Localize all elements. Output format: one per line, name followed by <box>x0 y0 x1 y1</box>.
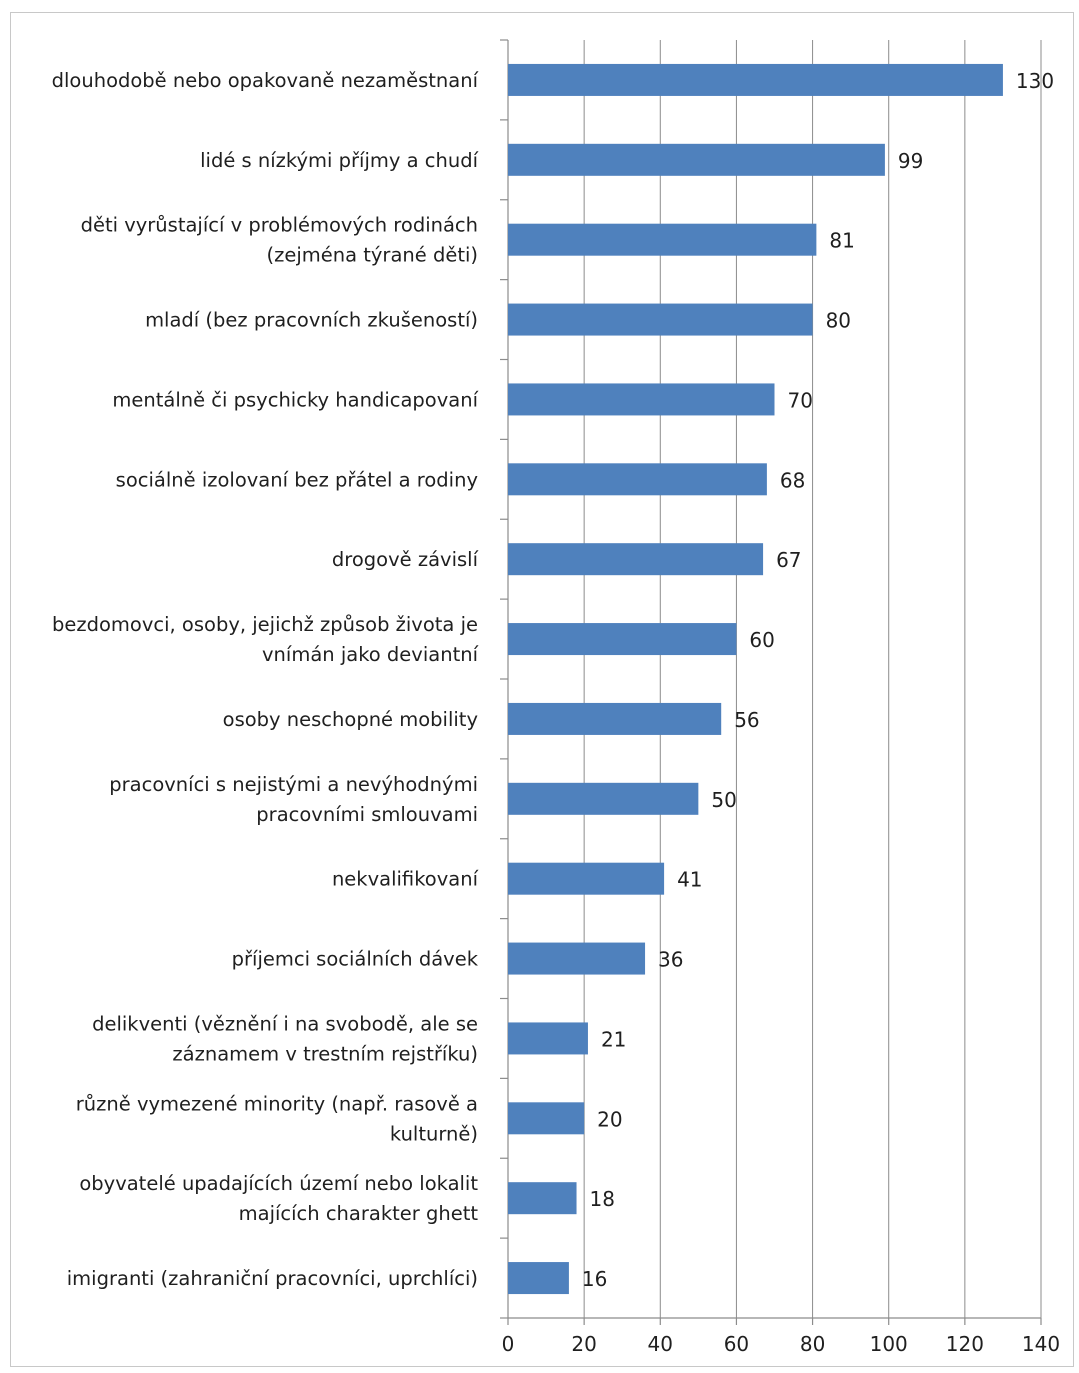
x-tick-label-7: 140 <box>1022 1332 1060 1356</box>
bar-0 <box>508 63 1003 96</box>
category-label-0: dlouhodobě nebo opakovaně nezaměstnaní <box>52 69 479 92</box>
value-label-9: 50 <box>711 788 736 812</box>
bar-7 <box>508 623 737 656</box>
value-label-0: 130 <box>1016 69 1054 93</box>
category-label-7-line-1: vnímán jako deviantní <box>262 643 479 666</box>
bar-8 <box>508 702 722 735</box>
category-label-15: imigranti (zahraniční pracovníci, uprchl… <box>67 1267 478 1290</box>
category-label-14-line-1: majících charakter ghett <box>239 1202 479 1225</box>
bar-11 <box>508 942 646 975</box>
bar-2 <box>508 223 817 256</box>
category-label-10: nekvalifikovaní <box>332 868 479 891</box>
category-label-13-line-0: různě vymezené minority (např. rasově a <box>76 1092 478 1115</box>
x-tick-label-0: 0 <box>502 1332 515 1356</box>
value-label-6: 67 <box>776 548 801 572</box>
category-label-8: osoby neschopné mobility <box>223 708 478 731</box>
value-label-1: 99 <box>898 149 923 173</box>
category-label-12-line-1: záznamem v trestním rejstříku) <box>172 1042 478 1065</box>
category-label-6: drogově závislí <box>332 548 479 571</box>
x-tick-label-3: 60 <box>724 1332 749 1356</box>
bar-14 <box>508 1182 577 1215</box>
bar-3 <box>508 303 813 336</box>
bar-6 <box>508 543 764 576</box>
category-label-11: příjemci sociálních dávek <box>232 948 479 971</box>
value-label-15: 16 <box>582 1267 607 1291</box>
bar-15 <box>508 1262 569 1295</box>
bar-5 <box>508 463 767 496</box>
value-label-11: 36 <box>658 948 683 972</box>
bar-10 <box>508 862 665 895</box>
category-label-9-line-1: pracovními smlouvami <box>256 803 478 826</box>
value-label-3: 80 <box>826 309 851 333</box>
value-label-4: 70 <box>788 388 813 412</box>
category-label-14-line-0: obyvatelé upadajících území nebo lokalit <box>79 1172 478 1195</box>
x-tick-label-6: 120 <box>946 1332 984 1356</box>
value-label-5: 68 <box>780 468 805 492</box>
category-label-4: mentálně či psychicky handicapovaní <box>112 388 478 411</box>
category-label-13-line-1: kulturně) <box>390 1122 478 1145</box>
value-label-12: 21 <box>601 1027 626 1051</box>
bar-4 <box>508 383 775 416</box>
bar-12 <box>508 1022 588 1055</box>
category-label-2-line-1: (zejména týrané děti) <box>266 244 478 267</box>
bar-13 <box>508 1102 585 1135</box>
x-tick-label-1: 20 <box>571 1332 596 1356</box>
bar-1 <box>508 143 885 176</box>
category-label-12-line-0: delikventi (věznění i na svobodě, ale se <box>92 1012 478 1035</box>
category-label-5: sociálně izolovaní bez přátel a rodiny <box>116 468 478 491</box>
value-label-2: 81 <box>829 229 854 253</box>
category-label-2-line-0: děti vyrůstající v problémových rodinách <box>81 214 478 237</box>
category-label-3: mladí (bez pracovních zkušeností) <box>145 309 478 332</box>
x-tick-label-4: 80 <box>800 1332 825 1356</box>
category-label-9-line-0: pracovníci s nejistými a nevýhodnými <box>109 773 478 796</box>
value-label-7: 60 <box>749 628 774 652</box>
x-tick-label-2: 40 <box>648 1332 673 1356</box>
bar-9 <box>508 782 699 815</box>
value-label-13: 20 <box>597 1107 622 1131</box>
value-label-14: 18 <box>590 1187 615 1211</box>
category-label-7-line-0: bezdomovci, osoby, jejichž způsob života… <box>52 613 478 636</box>
value-label-8: 56 <box>734 708 759 732</box>
value-label-10: 41 <box>677 868 702 892</box>
x-tick-label-5: 100 <box>870 1332 908 1356</box>
category-label-1: lidé s nízkými příjmy a chudí <box>200 149 478 172</box>
